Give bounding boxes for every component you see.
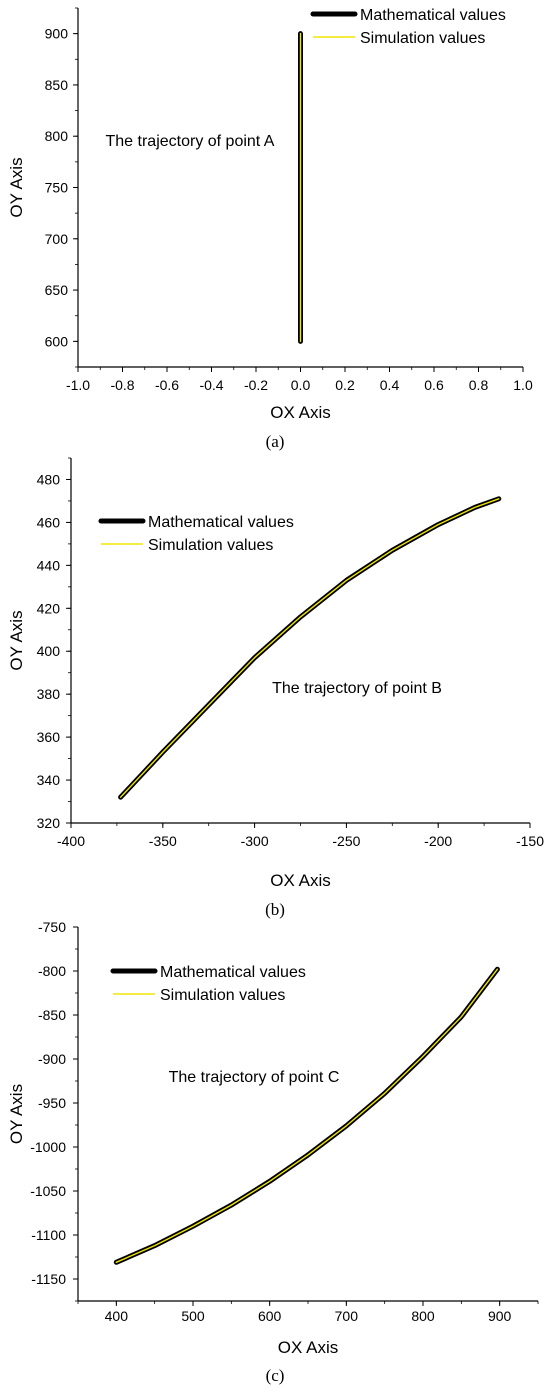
y-tick-label: 380 xyxy=(37,686,61,702)
x-tick-label: 700 xyxy=(335,1308,359,1324)
y-tick-label: 460 xyxy=(37,514,61,530)
y-tick-label: 440 xyxy=(37,557,61,573)
y-tick-label: 420 xyxy=(37,600,61,616)
chart-panel-a: -1.0 -0.8 -0.6 -0.4 -0.2 0.0 0.2 0.4 0.6 0.8 1.0 60… xyxy=(7,7,533,451)
x-tick-label: -1.0 xyxy=(66,377,90,393)
trajectory-annotation: The trajectory of point C xyxy=(169,1069,340,1086)
series-simulation-line xyxy=(119,498,500,798)
x-tick-label: -0.2 xyxy=(244,377,268,393)
legend-label-simulation: Simulation values xyxy=(160,987,285,1004)
trajectory-annotation: The trajectory of point A xyxy=(106,133,275,150)
x-tick-label: -300 xyxy=(241,833,269,849)
legend-label-simulation: Simulation values xyxy=(360,30,485,47)
legend-label-simulation: Simulation values xyxy=(148,537,273,554)
y-tick-label: -1150 xyxy=(31,1271,66,1287)
panel-caption: (b) xyxy=(265,900,285,919)
y-tick-label: -750 xyxy=(38,919,66,935)
trajectory-annotation: The trajectory of point B xyxy=(272,680,442,697)
x-tick-label: -0.4 xyxy=(199,377,223,393)
x-tick-label: -0.6 xyxy=(155,377,179,393)
y-tick-label: -1000 xyxy=(30,1139,66,1155)
x-axis-label: OX Axis xyxy=(278,1338,338,1357)
x-tick-label: 500 xyxy=(181,1308,205,1324)
legend-label-mathematical: Mathematical values xyxy=(148,514,294,531)
x-tick-label: -0.8 xyxy=(110,377,134,393)
x-tick-label: 0.6 xyxy=(424,377,444,393)
x-tick-label: 800 xyxy=(411,1308,435,1324)
y-axis-label: OY Axis xyxy=(7,610,26,670)
x-axis-label: OX Axis xyxy=(270,403,330,422)
y-tick-label: -800 xyxy=(38,963,66,979)
series-mathematical-line xyxy=(113,966,500,1265)
x-tick-label: 0.8 xyxy=(469,377,489,393)
y-tick-label: -1050 xyxy=(30,1183,66,1199)
y-tick-label: 650 xyxy=(45,282,69,298)
x-tick-label: 1.0 xyxy=(513,377,533,393)
y-tick-label: 800 xyxy=(45,128,69,144)
y-tick-label: 320 xyxy=(37,815,61,831)
x-tick-label: -200 xyxy=(424,833,452,849)
panel-caption: (c) xyxy=(266,1366,285,1385)
x-tick-label: 0.4 xyxy=(380,377,400,393)
legend-label-mathematical: Mathematical values xyxy=(360,7,506,24)
y-tick-label: 480 xyxy=(37,471,61,487)
y-tick-label: -850 xyxy=(38,1007,66,1023)
legend: Mathematical values Simulation values xyxy=(110,964,306,1004)
y-tick-label: -950 xyxy=(38,1095,66,1111)
y-axis-label: OY Axis xyxy=(7,1084,26,1144)
legend: Mathematical values Simulation values xyxy=(310,7,506,47)
x-tick-label: 0.2 xyxy=(335,377,355,393)
x-tick-label: -150 xyxy=(516,833,544,849)
legend-label-mathematical: Mathematical values xyxy=(160,964,306,981)
x-tick-label: 600 xyxy=(258,1308,282,1324)
y-tick-label: -1100 xyxy=(31,1227,66,1243)
panel-caption: (a) xyxy=(266,432,285,451)
x-tick-label: 0.0 xyxy=(291,377,311,393)
y-tick-label: 340 xyxy=(37,772,61,788)
y-tick-label: -900 xyxy=(38,1051,66,1067)
y-tick-label: 600 xyxy=(45,333,69,349)
x-tick-label: 900 xyxy=(488,1308,512,1324)
y-tick-label: 900 xyxy=(45,26,69,42)
y-tick-label: 750 xyxy=(45,180,69,196)
y-tick-label: 850 xyxy=(45,77,69,93)
series-simulation-line xyxy=(115,968,499,1264)
chart-panel-c: 400 500 600 700 800 900 -1150 -1100 -1050 -1000 -9… xyxy=(7,919,539,1385)
y-tick-label: 360 xyxy=(37,729,61,745)
y-axis-label: OY Axis xyxy=(7,157,26,217)
y-tick-label: 700 xyxy=(45,231,69,247)
legend: Mathematical values Simulation values xyxy=(98,514,294,554)
x-tick-label: -350 xyxy=(149,833,177,849)
x-axis-label: OX Axis xyxy=(270,871,330,890)
x-tick-label: 400 xyxy=(105,1308,129,1324)
x-tick-label: -250 xyxy=(332,833,360,849)
x-tick-label: -400 xyxy=(57,833,85,849)
y-tick-label: 400 xyxy=(37,643,61,659)
chart-panel-b: -400 -350 -300 -250 -200 -150 320 340 360 380 400 4… xyxy=(7,457,544,919)
